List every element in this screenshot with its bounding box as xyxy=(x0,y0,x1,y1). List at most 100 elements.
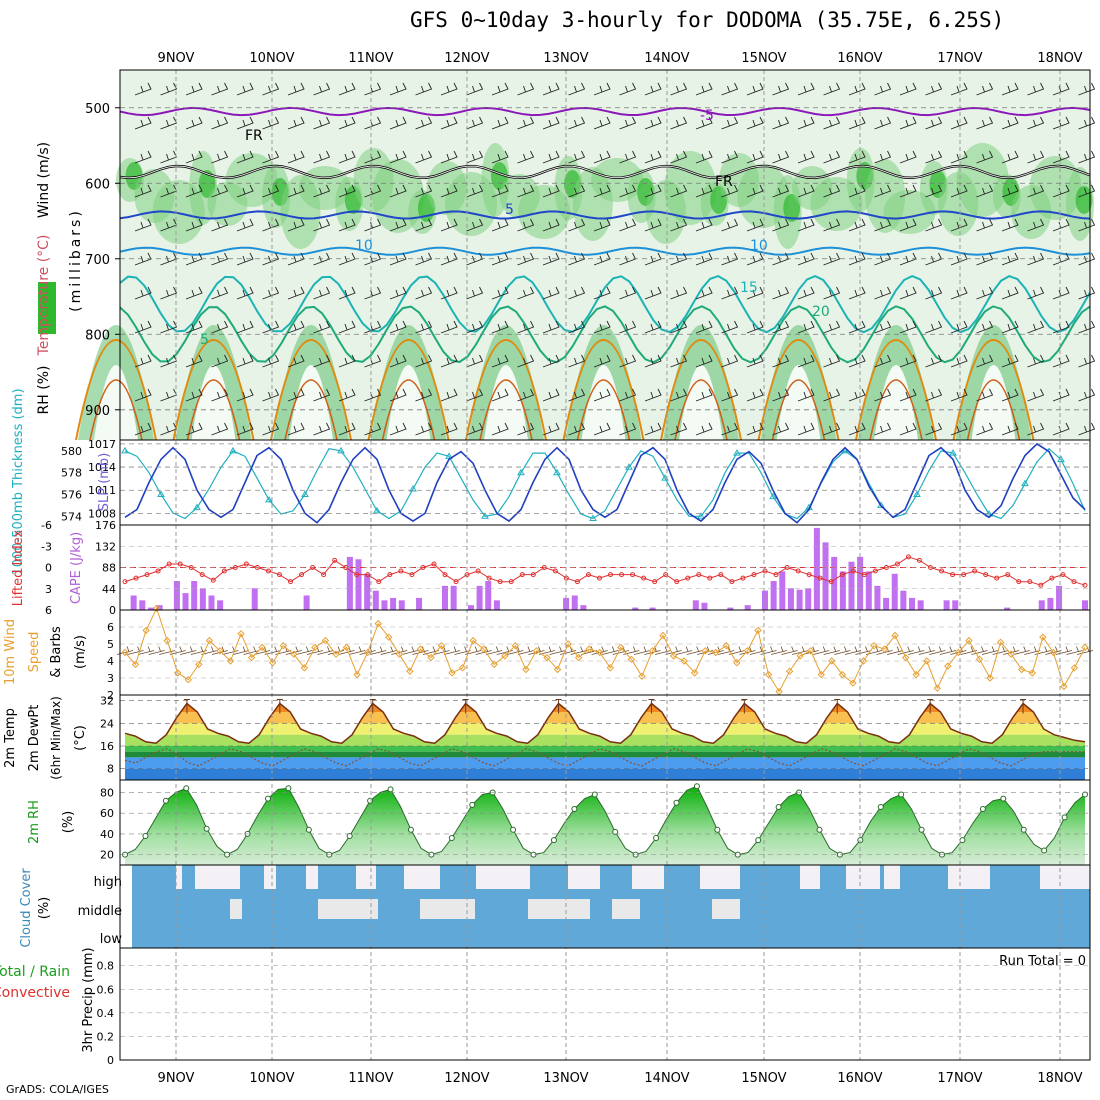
cape-tick-label: 44 xyxy=(102,583,116,596)
wind-barb xyxy=(772,320,790,334)
wind-barb xyxy=(313,184,331,198)
cape-bar xyxy=(865,571,872,610)
cape-bar xyxy=(1056,585,1063,610)
cape-bar xyxy=(839,571,846,610)
rh2m-marker xyxy=(877,803,884,810)
wind-barb xyxy=(899,286,917,300)
wind-barb xyxy=(211,184,229,198)
wind-barb xyxy=(619,354,637,368)
cape-bar xyxy=(130,595,137,610)
wind-barb xyxy=(262,252,280,266)
wind-speed-marker xyxy=(975,655,984,664)
temperature-contour xyxy=(119,106,1091,117)
wind-speed-marker xyxy=(469,636,477,645)
wind-barb xyxy=(185,354,203,368)
temp-band xyxy=(125,757,1085,769)
wind-barb xyxy=(491,388,509,402)
contour-label: 10 xyxy=(355,238,373,254)
lifted-marker xyxy=(817,575,823,581)
wind-barb-10m xyxy=(517,646,534,655)
cape-bar xyxy=(182,593,189,610)
wind-speed-marker xyxy=(237,630,245,638)
wind-barb xyxy=(823,218,841,232)
wind-barb xyxy=(542,422,560,436)
wind-barb xyxy=(262,388,280,402)
wind-barb xyxy=(262,184,280,198)
wind-barb xyxy=(950,422,968,436)
wind-speed-marker xyxy=(722,641,731,650)
wind-barb xyxy=(466,218,484,232)
wind-barb xyxy=(644,150,662,164)
wind-barb xyxy=(313,116,331,130)
cape-bar xyxy=(952,600,959,610)
wind-barb xyxy=(491,320,509,334)
wind-barb-10m xyxy=(148,646,165,655)
wind-speed-marker xyxy=(596,648,604,657)
pressure-tick-label: 600 xyxy=(85,177,110,192)
wind-barb xyxy=(670,116,688,130)
wind-barb xyxy=(236,286,254,300)
wind-barb xyxy=(695,320,713,334)
wind-barb xyxy=(619,218,637,232)
wind-speed-marker xyxy=(669,652,678,660)
wind-barb xyxy=(721,388,739,402)
wind-barb xyxy=(211,150,229,164)
rh2m-marker xyxy=(714,826,721,833)
page-title: GFS 0~10day 3-hourly for DODOMA (35.75E,… xyxy=(410,8,1005,32)
wind-barb xyxy=(568,82,586,96)
cape-bar xyxy=(909,597,916,610)
cape-bar xyxy=(891,573,898,610)
wind-barb-10m xyxy=(855,646,872,655)
thickness-marker xyxy=(373,506,381,514)
wind-barb xyxy=(517,354,535,368)
wind-barb xyxy=(644,320,662,334)
warm-contour xyxy=(757,339,840,441)
wind-barb xyxy=(593,218,611,232)
wind-barb xyxy=(491,184,509,198)
lifted-marker xyxy=(221,568,227,574)
wind-speed-marker xyxy=(743,647,752,655)
cape-bar xyxy=(571,595,578,610)
cloud-low-label: low xyxy=(100,932,123,947)
wind-barb xyxy=(619,184,637,198)
wind-barb xyxy=(466,116,484,130)
cloud-high-clear xyxy=(700,865,740,889)
wind-speed-marker xyxy=(828,657,836,665)
date-label-bottom: 17NOV xyxy=(937,1071,982,1086)
wind-barb xyxy=(874,150,892,164)
wind-barb xyxy=(134,150,152,164)
wind-barb xyxy=(644,422,662,436)
wind-barb xyxy=(721,252,739,266)
cape-bar xyxy=(1038,600,1045,610)
lifted-axis-label: Lifted Index xyxy=(11,529,26,606)
wind-speed-marker xyxy=(996,638,1005,647)
lifted-marker xyxy=(861,572,867,578)
thickness-marker xyxy=(769,492,777,500)
wind-barb xyxy=(185,184,203,198)
lifted-marker xyxy=(376,579,382,585)
cloud-axis-unit: (%) xyxy=(37,897,52,920)
wind-barb xyxy=(542,252,560,266)
wind-barb xyxy=(389,184,407,198)
wind-barb xyxy=(976,252,994,266)
date-label-top: 9NOV xyxy=(158,51,195,66)
wind-barb xyxy=(568,218,586,232)
wind-barb xyxy=(1001,184,1019,198)
wind-barb xyxy=(721,218,739,232)
wind-barb xyxy=(925,116,943,130)
lifted-marker xyxy=(508,579,514,585)
wind-barb-10m xyxy=(1003,646,1020,655)
wind-barb xyxy=(797,320,815,334)
wind-barb xyxy=(772,286,790,300)
wind-barb xyxy=(823,82,841,96)
thickness-marker xyxy=(1021,479,1029,487)
wind-barb xyxy=(389,320,407,334)
lifted-marker xyxy=(332,557,338,563)
wind-barb-10m xyxy=(116,646,134,655)
wind-barb xyxy=(593,388,611,402)
wind-barb xyxy=(262,82,280,96)
wind-barb-10m xyxy=(844,646,862,655)
wind-barb xyxy=(236,388,254,402)
wind-speed-marker xyxy=(543,653,551,662)
cloud-middle-label: middle xyxy=(78,904,122,919)
